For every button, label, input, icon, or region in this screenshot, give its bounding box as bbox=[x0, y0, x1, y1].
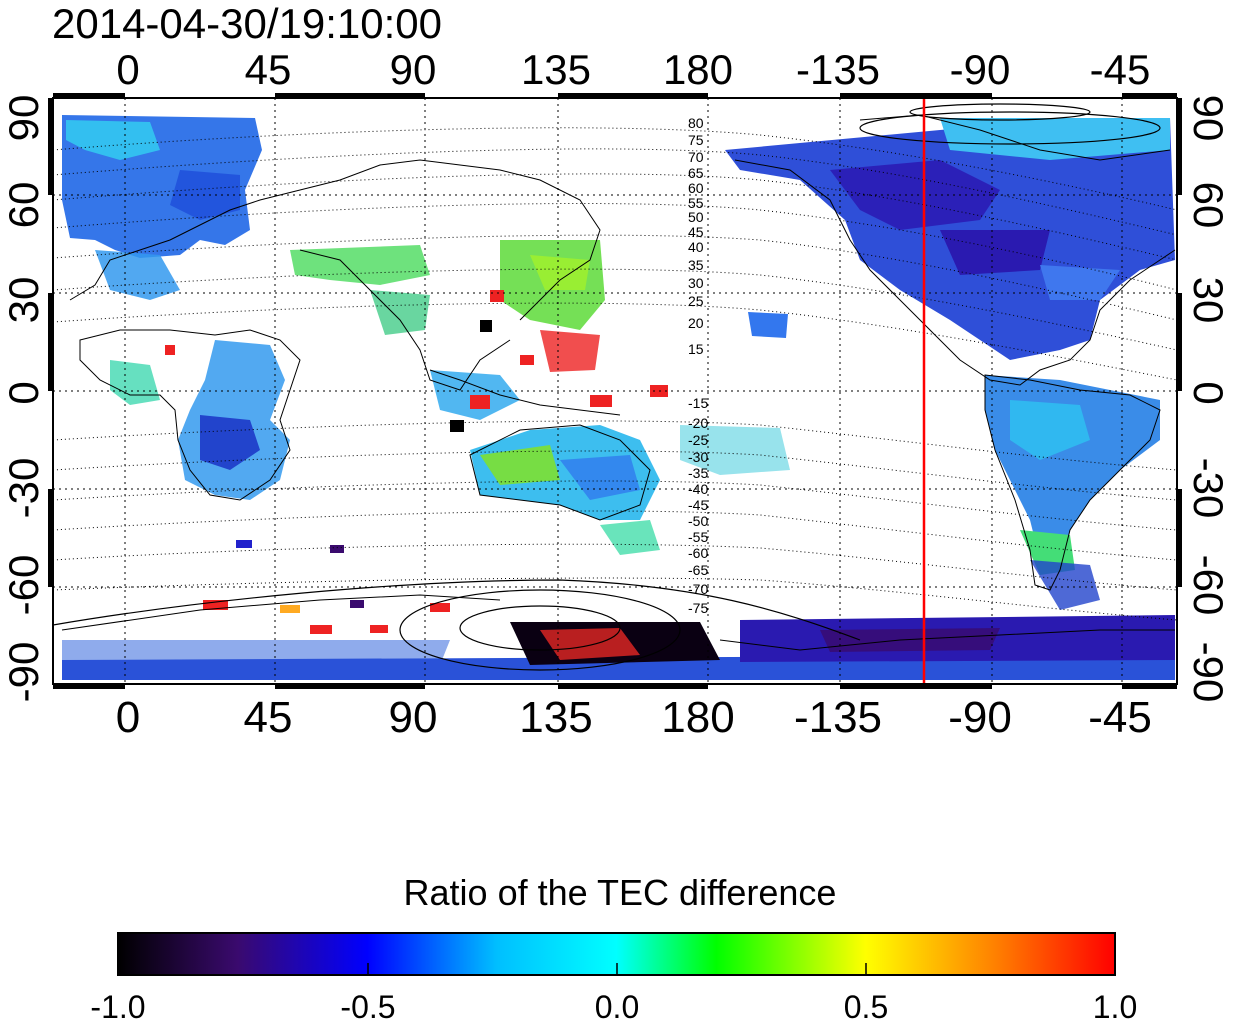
colorbar-tick-label: 0.0 bbox=[595, 989, 639, 1024]
frame-tick-bars bbox=[48, 93, 1182, 689]
top-lon-tick: -90 bbox=[950, 46, 1011, 93]
top-lon-tick: 135 bbox=[521, 46, 591, 93]
pole-contours bbox=[53, 103, 1161, 671]
contour-label: 50 bbox=[688, 209, 704, 225]
top-lon-tick: -45 bbox=[1090, 46, 1151, 93]
contour-label: 40 bbox=[688, 239, 704, 255]
tec-data-layer bbox=[62, 115, 1175, 680]
colorbar-tick-label: -1.0 bbox=[90, 989, 145, 1024]
top-lon-tick: 0 bbox=[116, 46, 139, 93]
colorbar-tick-label: -0.5 bbox=[340, 989, 395, 1024]
left-lat-tick: -30 bbox=[0, 458, 47, 519]
top-longitude-axis: 0 45 90 135 180 -135 -90 -45 bbox=[116, 46, 1150, 93]
colorbar: -1.0 -0.5 0.0 0.5 1.0 bbox=[90, 932, 1137, 1024]
top-lon-tick: 180 bbox=[663, 46, 733, 93]
contour-label: -60 bbox=[688, 545, 708, 561]
contour-label: 70 bbox=[688, 149, 704, 165]
contour-label: -65 bbox=[688, 562, 708, 578]
colorbar-title: Ratio of the TEC difference bbox=[403, 872, 837, 913]
left-lat-tick: 30 bbox=[0, 277, 47, 324]
right-lat-tick: -60 bbox=[1185, 555, 1232, 616]
left-lat-tick: 60 bbox=[0, 182, 47, 229]
right-lat-tick: -90 bbox=[1185, 642, 1232, 703]
contour-label: 60 bbox=[688, 180, 704, 196]
contour-label: -35 bbox=[688, 465, 708, 481]
right-lat-tick: 60 bbox=[1185, 182, 1232, 229]
bottom-lon-tick: -45 bbox=[1088, 693, 1152, 742]
bottom-lon-tick: 90 bbox=[389, 693, 438, 742]
contour-label: -25 bbox=[688, 432, 708, 448]
contour-label: 20 bbox=[688, 315, 704, 331]
bottom-lon-tick: -135 bbox=[794, 693, 882, 742]
left-latitude-axis: 90 60 30 0 -30 -60 -90 bbox=[0, 95, 47, 703]
contour-label: 15 bbox=[688, 341, 704, 357]
top-lon-tick: 45 bbox=[245, 46, 292, 93]
contour-label: 45 bbox=[688, 224, 704, 240]
contour-label: 75 bbox=[688, 132, 704, 148]
bottom-longitude-axis: 0 45 90 135 180 -135 -90 -45 bbox=[116, 693, 1152, 742]
map-title: 2014-04-30/19:10:00 bbox=[52, 0, 442, 47]
contour-label: -20 bbox=[688, 415, 708, 431]
right-lat-tick: 30 bbox=[1185, 277, 1232, 324]
contour-label: 30 bbox=[688, 275, 704, 291]
contour-labels-south: -15 -20 -25 -30 -35 -40 -45 -50 -55 -60 … bbox=[688, 395, 708, 616]
contour-label: -40 bbox=[688, 481, 708, 497]
bottom-lon-tick: 135 bbox=[519, 693, 592, 742]
contour-label: 80 bbox=[688, 115, 704, 131]
contour-label: -30 bbox=[688, 449, 708, 465]
contour-label: -45 bbox=[688, 497, 708, 513]
left-lat-tick: -90 bbox=[0, 642, 47, 703]
top-lon-tick: -135 bbox=[796, 46, 880, 93]
contour-label: -75 bbox=[688, 600, 708, 616]
contour-label: -55 bbox=[688, 529, 708, 545]
bottom-lon-tick: -90 bbox=[948, 693, 1012, 742]
contour-label: 25 bbox=[688, 293, 704, 309]
contour-label: 55 bbox=[688, 195, 704, 211]
colorbar-tick-label: 0.5 bbox=[844, 989, 888, 1024]
coastlines bbox=[61, 114, 1176, 651]
right-lat-tick: -30 bbox=[1185, 458, 1232, 519]
right-lat-tick: 0 bbox=[1185, 381, 1232, 404]
left-lat-tick: -60 bbox=[0, 555, 47, 616]
bottom-lon-tick: 180 bbox=[661, 693, 734, 742]
bottom-lon-tick: 45 bbox=[244, 693, 293, 742]
contour-label: -50 bbox=[688, 513, 708, 529]
colorbar-tick-label: 1.0 bbox=[1093, 989, 1137, 1024]
left-lat-tick: 0 bbox=[0, 381, 47, 404]
contour-label: 65 bbox=[688, 165, 704, 181]
top-lon-tick: 90 bbox=[390, 46, 437, 93]
colorbar-tick-marks bbox=[117, 963, 1116, 975]
graticule-grid bbox=[53, 98, 1177, 684]
right-latitude-axis: 90 60 30 0 -30 -60 -90 bbox=[1185, 95, 1232, 703]
right-lat-tick: 90 bbox=[1185, 95, 1232, 142]
left-lat-tick: 90 bbox=[0, 95, 47, 142]
contour-label: 35 bbox=[688, 257, 704, 273]
bottom-lon-tick: 0 bbox=[116, 693, 140, 742]
contour-label: -15 bbox=[688, 395, 708, 411]
contour-label: -70 bbox=[688, 581, 708, 597]
contour-labels-north: 80 75 70 65 60 55 50 45 40 35 30 25 20 1… bbox=[688, 115, 704, 357]
